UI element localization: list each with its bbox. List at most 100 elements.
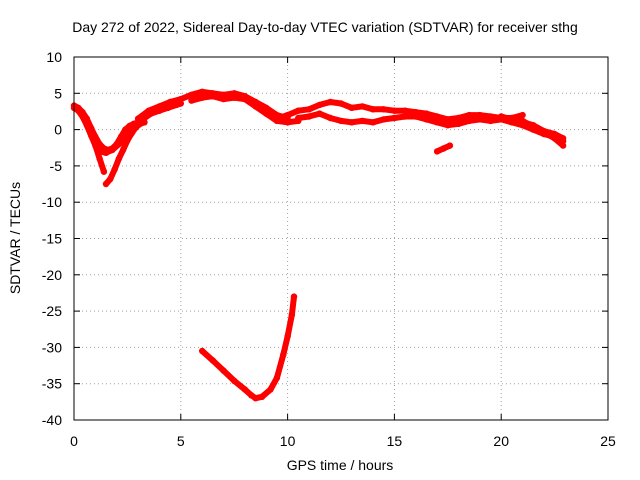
series-line	[199, 293, 297, 402]
data-point	[96, 148, 103, 155]
data-point	[115, 155, 123, 162]
data-point	[551, 135, 558, 142]
data-point	[316, 101, 323, 109]
chart-title: Day 272 of 2022, Sidereal Day-to-day VTE…	[72, 19, 578, 35]
y-axis-label: SDTVAR / TECUs	[7, 182, 23, 294]
data-point	[273, 374, 281, 382]
data-point	[401, 107, 409, 114]
data-point	[487, 117, 494, 125]
x-tick-label: 25	[600, 433, 616, 449]
data-point	[231, 94, 238, 101]
data-point	[128, 127, 135, 135]
data-point	[476, 116, 483, 123]
data-point	[440, 145, 447, 152]
series-sat-f-midday	[188, 93, 302, 126]
data-point	[540, 129, 548, 136]
data-point	[530, 123, 537, 130]
data-point	[359, 103, 366, 110]
data-point	[412, 113, 419, 120]
data-point	[96, 140, 103, 148]
data-point	[559, 135, 567, 142]
data-point	[337, 117, 345, 125]
data-point	[559, 142, 567, 149]
data-point	[284, 333, 291, 340]
data-point	[284, 111, 291, 119]
data-point	[100, 168, 108, 175]
x-tick-label: 15	[387, 433, 403, 449]
y-tick-label: -40	[42, 412, 62, 428]
data-point	[369, 106, 377, 113]
data-point	[134, 115, 142, 122]
data-point	[87, 124, 95, 132]
data-point	[102, 149, 110, 156]
data-point	[444, 122, 451, 129]
y-tick-label: 0	[54, 122, 62, 138]
data-point	[109, 146, 116, 154]
data-point	[220, 95, 227, 103]
y-tick-label: -35	[42, 376, 62, 392]
data-point	[96, 155, 103, 162]
data-point	[348, 104, 355, 112]
y-tick-label: -25	[42, 303, 62, 319]
data-point	[79, 109, 86, 116]
data-point	[177, 95, 184, 103]
data-point	[337, 100, 345, 107]
data-point	[290, 293, 298, 300]
data-point	[231, 377, 238, 384]
y-tick-label: 5	[54, 85, 62, 101]
series-sat-l-dip	[199, 293, 298, 402]
data-point	[391, 107, 398, 114]
data-point	[241, 95, 249, 103]
data-point	[433, 113, 441, 120]
data-point	[209, 93, 216, 100]
data-point	[498, 113, 505, 120]
data-point	[455, 120, 462, 128]
y-tick-label: -5	[50, 158, 63, 174]
data-point	[107, 175, 114, 183]
data-point	[280, 351, 287, 358]
data-point	[267, 386, 274, 393]
x-tick-label: 0	[70, 433, 78, 449]
data-point	[263, 110, 270, 117]
data-point	[348, 119, 355, 126]
data-point	[199, 347, 206, 355]
data-point	[209, 357, 216, 364]
y-tick-label: 10	[46, 49, 62, 65]
data-point	[295, 114, 302, 122]
data-point	[199, 88, 206, 96]
x-axis-label: GPS time / hours	[287, 457, 394, 473]
data-point	[380, 116, 387, 123]
data-point	[433, 119, 441, 126]
data-point	[288, 311, 296, 318]
data-point	[134, 120, 142, 128]
data-point	[273, 115, 281, 122]
data-point	[115, 140, 123, 148]
data-point	[305, 106, 313, 113]
data-point	[519, 117, 526, 125]
data-point	[380, 106, 387, 113]
data-point	[145, 107, 152, 114]
data-point	[119, 146, 127, 154]
series-sat-j-evening	[519, 117, 567, 149]
data-point	[305, 113, 313, 120]
data-point	[423, 116, 430, 123]
data-point	[446, 142, 454, 149]
x-tick-label: 10	[280, 433, 296, 449]
y-tick-label: -10	[42, 194, 62, 210]
data-point	[433, 148, 441, 155]
data-point	[519, 111, 526, 119]
data-point	[102, 180, 110, 188]
data-point	[241, 386, 249, 393]
data-point	[83, 115, 91, 122]
data-point	[122, 126, 129, 133]
data-point	[327, 114, 334, 122]
data-point	[156, 103, 163, 110]
data-point	[391, 114, 398, 122]
y-tick-label: -30	[42, 339, 62, 355]
axis-ticks: 0 5 10 15 20 25 10 5 0 -5 -10 -15 -20 -25 -30 -35 -40	[42, 49, 616, 449]
x-tick-label: 20	[493, 433, 509, 449]
series-sat-k-short	[433, 142, 454, 155]
data-point	[284, 119, 291, 126]
y-tick-label: -15	[42, 231, 62, 247]
